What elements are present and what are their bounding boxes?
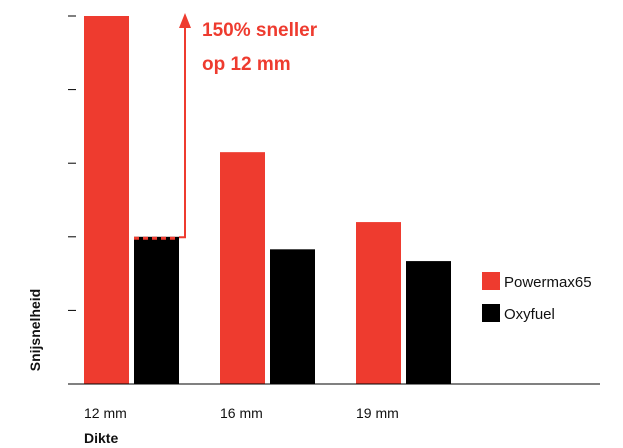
bars-group (84, 16, 451, 384)
callout-text-line1: 150% sneller (202, 20, 318, 41)
callout-arrowhead (179, 13, 191, 28)
bar-powermax65-19-mm (356, 222, 401, 384)
legend: Powermax65 Oxyfuel (482, 272, 592, 323)
y-ticks-group (68, 15, 76, 311)
bar-powermax65-12-mm (84, 16, 129, 384)
callout-arrow-line (179, 26, 186, 239)
legend-swatch-powermax65 (482, 272, 500, 290)
bar-oxyfuel-16-mm (270, 249, 315, 384)
bar-oxyfuel-12-mm (134, 236, 179, 384)
callout-text-line2: op 12 mm (202, 54, 291, 75)
y-axis-title: Snijsnelheid (27, 289, 43, 371)
legend-swatch-oxyfuel (482, 304, 500, 322)
x-tick-labels-group: 12 mm 16 mm 19 mm (84, 405, 399, 421)
legend-label-powermax65: Powermax65 (504, 274, 592, 291)
speed-callout: 150% sneller op 12 mm (134, 13, 318, 240)
bar-oxyfuel-19-mm (406, 261, 451, 384)
x-tick-label-16-mm: 16 mm (220, 405, 263, 421)
x-axis-title: Dikte (84, 430, 118, 446)
x-tick-label-12-mm: 12 mm (84, 405, 127, 421)
bar-powermax65-16-mm (220, 152, 265, 384)
x-tick-label-19-mm: 19 mm (356, 405, 399, 421)
legend-label-oxyfuel: Oxyfuel (504, 306, 555, 323)
